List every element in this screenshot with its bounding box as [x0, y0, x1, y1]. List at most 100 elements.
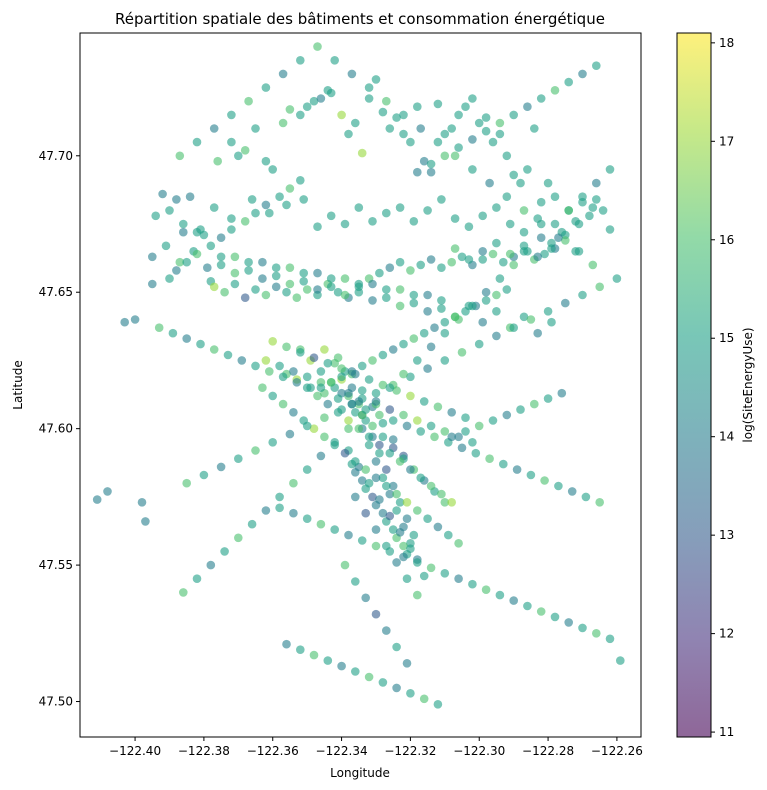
data-point	[433, 137, 443, 147]
data-point	[468, 94, 477, 103]
data-point	[419, 397, 429, 406]
data-point	[478, 317, 488, 327]
data-point	[495, 129, 505, 139]
data-point	[285, 184, 295, 193]
data-point	[299, 195, 309, 204]
data-point	[289, 478, 298, 488]
data-point	[268, 438, 278, 447]
data-point	[371, 75, 381, 84]
data-point	[468, 301, 477, 311]
data-point	[392, 113, 401, 122]
data-point	[406, 391, 415, 401]
data-point	[440, 356, 450, 365]
data-point	[523, 601, 532, 611]
data-point	[543, 394, 553, 403]
data-point	[388, 525, 398, 534]
data-point	[309, 353, 319, 363]
data-point	[340, 290, 350, 300]
data-point	[536, 607, 546, 616]
data-point	[413, 558, 422, 567]
data-point	[378, 107, 388, 117]
data-point	[430, 323, 439, 333]
data-point	[216, 252, 226, 262]
data-point	[316, 94, 326, 103]
data-point	[230, 268, 240, 278]
data-point	[423, 364, 432, 373]
data-point	[192, 137, 202, 147]
data-point	[378, 678, 388, 687]
data-point	[323, 399, 333, 409]
data-point	[216, 260, 226, 270]
data-point	[309, 424, 319, 434]
data-point	[361, 465, 371, 474]
data-point	[165, 274, 174, 283]
data-point	[561, 236, 570, 245]
data-point	[592, 629, 601, 638]
data-point	[399, 110, 408, 120]
data-point	[120, 317, 129, 327]
data-point	[285, 263, 295, 273]
data-point	[330, 525, 340, 534]
data-point	[416, 124, 426, 133]
data-point	[406, 465, 415, 474]
data-point	[316, 451, 326, 461]
data-point	[148, 252, 157, 262]
data-point	[361, 508, 371, 518]
data-point	[337, 661, 346, 671]
data-point	[550, 219, 560, 229]
scatter-points	[92, 42, 625, 709]
data-point	[395, 203, 405, 212]
data-point	[423, 206, 432, 215]
data-point	[292, 378, 302, 387]
data-point	[440, 317, 450, 327]
data-point	[216, 462, 226, 472]
data-point	[450, 214, 460, 223]
data-point	[368, 279, 377, 289]
data-point	[416, 473, 426, 483]
data-point	[302, 102, 312, 111]
data-point	[323, 358, 333, 368]
data-point	[561, 298, 570, 308]
data-point	[285, 105, 295, 114]
data-point	[175, 257, 185, 267]
data-point	[388, 481, 398, 491]
x-tick-label: −122.28	[522, 744, 574, 758]
data-point	[516, 178, 525, 188]
data-point	[382, 293, 391, 303]
data-point	[378, 508, 388, 518]
data-point	[227, 225, 236, 234]
data-point	[368, 356, 377, 365]
data-point	[368, 296, 377, 305]
data-point	[406, 689, 415, 698]
data-point	[175, 151, 185, 161]
data-point	[296, 348, 305, 357]
data-point	[227, 110, 236, 120]
data-point	[540, 249, 549, 259]
data-point	[378, 350, 388, 360]
data-point	[564, 77, 573, 87]
data-point	[368, 421, 377, 431]
data-point	[406, 137, 415, 147]
data-point	[423, 514, 432, 523]
data-point	[244, 257, 253, 267]
data-point	[454, 574, 463, 583]
data-point	[595, 282, 604, 292]
data-point	[103, 487, 112, 496]
data-point	[302, 285, 312, 294]
data-point	[468, 135, 477, 144]
data-point	[406, 266, 415, 275]
data-point	[285, 279, 295, 289]
data-point	[605, 225, 615, 234]
data-point	[474, 339, 484, 349]
data-point	[385, 547, 395, 556]
data-point	[206, 560, 216, 570]
data-point	[234, 151, 243, 161]
data-point	[413, 506, 422, 515]
data-point	[433, 522, 443, 532]
data-point	[337, 372, 346, 382]
data-point	[333, 353, 343, 363]
data-point	[461, 427, 470, 436]
data-point	[419, 156, 429, 166]
data-point	[536, 94, 546, 103]
data-point	[247, 519, 257, 529]
